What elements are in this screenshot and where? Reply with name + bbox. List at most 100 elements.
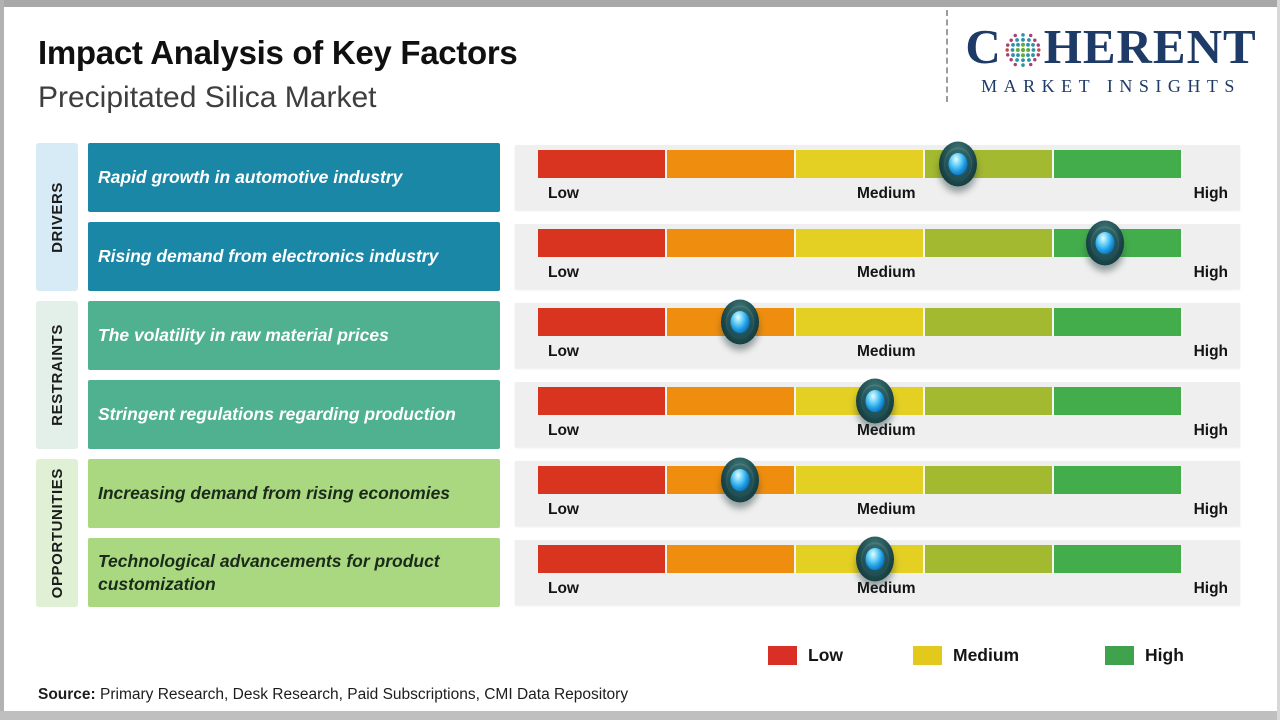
scale-segment (796, 308, 925, 336)
scale-label-low: Low (548, 264, 579, 281)
impact-matrix: DRIVERS Rapid growth in automotive indus… (36, 141, 1240, 607)
scale-segment (1054, 387, 1183, 415)
scale-label-high: High (1193, 580, 1228, 597)
scale-segment (1054, 466, 1183, 494)
impact-scale-panel: Low Medium High (515, 299, 1240, 368)
scale-segment (925, 545, 1054, 573)
scale-segment (667, 387, 796, 415)
impact-scale-panel: Low Medium High (515, 220, 1240, 289)
legend-item-medium: Medium (913, 645, 1019, 666)
impact-gradient-bar (538, 220, 1183, 266)
group-restraints: RESTRAINTS The volatility in raw materia… (36, 299, 1240, 449)
group-opportunities: OPPORTUNITIES Increasing demand from ris… (36, 457, 1240, 607)
frame-border-left (0, 0, 4, 720)
dotted-globe-icon (1005, 32, 1041, 67)
scale-label-medium: Medium (857, 422, 916, 439)
scale-segment (538, 150, 667, 178)
frame-border-right (1277, 0, 1280, 720)
scale-segment (925, 229, 1054, 257)
brand-letters-herent: HERENT (1043, 19, 1257, 74)
scale-label-low: Low (548, 580, 579, 597)
scale-segment (538, 229, 667, 257)
brand-letter-c: C (965, 19, 1002, 74)
scale-label-high: High (1193, 264, 1228, 281)
impact-marker (855, 536, 894, 582)
legend-item-low: Low (768, 645, 843, 666)
scale-segment (796, 229, 925, 257)
legend: Low Medium High (0, 645, 1280, 671)
impact-marker (720, 299, 759, 345)
group-label-opportunities: OPPORTUNITIES (36, 459, 78, 607)
scale-segment (667, 545, 796, 573)
scale-segment (1054, 150, 1183, 178)
factor-box-automotive: Rapid growth in automotive industry (88, 143, 500, 212)
factor-row: The volatility in raw material prices Lo… (88, 299, 1240, 370)
impact-scale-panel: Low Medium High (515, 141, 1240, 210)
impact-marker (720, 457, 759, 503)
legend-swatch-medium (913, 646, 942, 665)
factor-row: Technological advancements for product c… (88, 536, 1240, 607)
page-subtitle: Precipitated Silica Market (38, 81, 377, 114)
impact-marker (855, 378, 894, 424)
scale-segment (925, 387, 1054, 415)
factor-box-rising-economies: Increasing demand from rising economies (88, 459, 500, 528)
group-drivers: DRIVERS Rapid growth in automotive indus… (36, 141, 1240, 291)
factor-box-tech-advancements: Technological advancements for product c… (88, 538, 500, 607)
scale-label-high: High (1193, 422, 1228, 439)
factor-row: Stringent regulations regarding producti… (88, 378, 1240, 449)
brand-tagline: MARKET INSIGHTS (981, 76, 1241, 96)
scale-segment (667, 229, 796, 257)
scale-label-high: High (1193, 185, 1228, 202)
frame-border-top (0, 0, 1280, 7)
scale-segment (925, 466, 1054, 494)
scale-label-medium: Medium (857, 185, 916, 202)
scale-label-low: Low (548, 501, 579, 518)
factor-box-volatility: The volatility in raw material prices (88, 301, 500, 370)
scale-label-medium: Medium (857, 343, 916, 360)
impact-scale-panel: Low Medium High (515, 536, 1240, 605)
impact-marker (1085, 220, 1124, 266)
page-title: Impact Analysis of Key Factors (38, 34, 518, 71)
brand-logo: C HERENT MARKET INSIGHTS (960, 22, 1262, 97)
scale-segment (538, 308, 667, 336)
scale-segment (538, 466, 667, 494)
source-text: Primary Research, Desk Research, Paid Su… (95, 686, 629, 703)
scale-segment (538, 387, 667, 415)
scale-label-medium: Medium (857, 501, 916, 518)
scale-label-low: Low (548, 185, 579, 202)
impact-gradient-bar (538, 299, 1183, 345)
impact-marker (938, 141, 977, 187)
header-titles: Impact Analysis of Key Factors Precipita… (38, 34, 518, 115)
impact-scale-panel: Low Medium High (515, 457, 1240, 526)
group-label-drivers: DRIVERS (36, 143, 78, 291)
factor-box-electronics: Rising demand from electronics industry (88, 222, 500, 291)
factor-row: Rising demand from electronics industry … (88, 220, 1240, 291)
scale-segment (538, 545, 667, 573)
factor-box-regulations: Stringent regulations regarding producti… (88, 380, 500, 449)
group-label-restraints: RESTRAINTS (36, 301, 78, 449)
source-prefix: Source: (38, 686, 96, 703)
scale-label-high: High (1193, 343, 1228, 360)
impact-gradient-bar (538, 378, 1183, 424)
impact-gradient-bar (538, 457, 1183, 503)
impact-scale-panel: Low Medium High (515, 378, 1240, 447)
scale-label-low: Low (548, 343, 579, 360)
scale-label-medium: Medium (857, 580, 916, 597)
impact-gradient-bar (538, 536, 1183, 582)
scale-segment (1054, 308, 1183, 336)
scale-segment (925, 308, 1054, 336)
scale-label-low: Low (548, 422, 579, 439)
legend-swatch-high (1105, 646, 1134, 665)
scale-segment (1054, 545, 1183, 573)
header-dashed-divider (946, 10, 948, 102)
factor-row: Rapid growth in automotive industry Low … (88, 141, 1240, 212)
scale-label-high: High (1193, 501, 1228, 518)
scale-label-medium: Medium (857, 264, 916, 281)
source-line: Source: Primary Research, Desk Research,… (38, 686, 628, 704)
impact-gradient-bar (538, 141, 1183, 187)
scale-segment (796, 466, 925, 494)
legend-swatch-low (768, 646, 797, 665)
factor-row: Increasing demand from rising economies … (88, 457, 1240, 528)
frame-border-bottom (0, 711, 1280, 720)
